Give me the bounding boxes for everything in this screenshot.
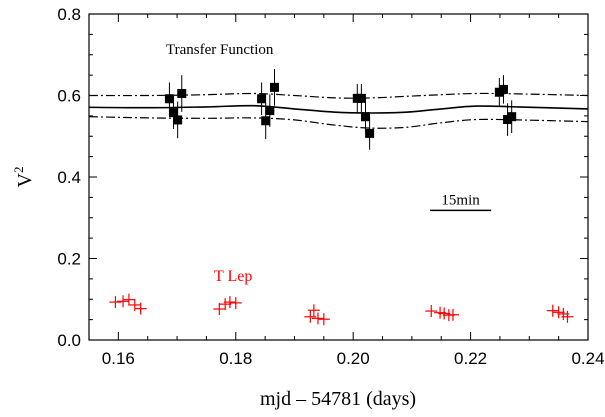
t-lep-point	[134, 302, 147, 315]
x-tick-label: 0.16	[102, 349, 135, 368]
x-axis-label: mjd – 54781 (days)	[260, 388, 416, 410]
t-lep-point	[117, 295, 130, 308]
transfer-point	[257, 94, 267, 104]
t-lep-point	[219, 298, 232, 311]
transfer-point	[177, 88, 187, 98]
plot-frame	[88, 13, 589, 341]
t-lep-point	[317, 313, 330, 326]
scale-bar: 15min	[430, 192, 492, 212]
t-lep-point	[546, 304, 559, 317]
t-lep-point	[311, 312, 324, 325]
transfer-point	[270, 82, 280, 92]
t-lep-point	[307, 304, 320, 317]
y-axis-label-base: V	[14, 172, 36, 187]
transfer-point	[498, 84, 508, 94]
transfer-point	[356, 93, 366, 103]
axis-ticks	[88, 13, 589, 341]
tick-labels: 0.16 0.18 0.20 0.22 0.24 0.0 0.2 0.4 0.6 0.8	[57, 5, 604, 368]
y-tick-label: 0.6	[57, 87, 81, 106]
x-tick-label: 0.22	[454, 349, 487, 368]
scale-bar-label: 15min	[441, 192, 480, 208]
x-tick-label: 0.24	[571, 349, 604, 368]
transfer-point	[164, 94, 174, 104]
t-lep-point	[446, 308, 459, 321]
y-tick-label: 0.2	[57, 250, 81, 269]
t-lep-label: T Lep	[214, 268, 252, 285]
transfer-lower-line	[88, 116, 589, 129]
transfer-curves	[88, 92, 589, 129]
y-tick-label: 0.4	[57, 168, 81, 187]
x-tick-label: 0.18	[219, 349, 252, 368]
t-lep-point	[223, 296, 236, 309]
t-lep-point	[425, 305, 438, 318]
transfer-point	[173, 115, 183, 125]
transfer-point	[261, 116, 271, 126]
transfer-point	[361, 112, 371, 122]
t-lep-point	[561, 310, 574, 323]
t-lep-point	[109, 296, 122, 309]
t-lep-point	[229, 296, 242, 309]
transfer-point	[507, 112, 517, 122]
transfer-function-label: Transfer Function	[166, 42, 274, 58]
transfer-mean-line	[88, 104, 589, 114]
t-lep-point	[552, 306, 565, 319]
t-lep-point	[122, 293, 135, 306]
transfer-point	[365, 128, 375, 138]
t-lep-point	[304, 310, 317, 323]
y-tick-label: 0.0	[57, 331, 81, 350]
t-lep-point	[438, 307, 451, 320]
y-axis-label: V2	[11, 167, 36, 188]
t-lep-point	[213, 303, 226, 316]
y-tick-label: 0.8	[57, 5, 81, 24]
x-tick-label: 0.20	[337, 349, 370, 368]
data-points	[109, 69, 574, 326]
transfer-upper-line	[88, 92, 589, 99]
transfer-point	[265, 106, 275, 116]
y-axis-label-superscript: 2	[11, 167, 26, 174]
transfer-point	[169, 108, 179, 118]
